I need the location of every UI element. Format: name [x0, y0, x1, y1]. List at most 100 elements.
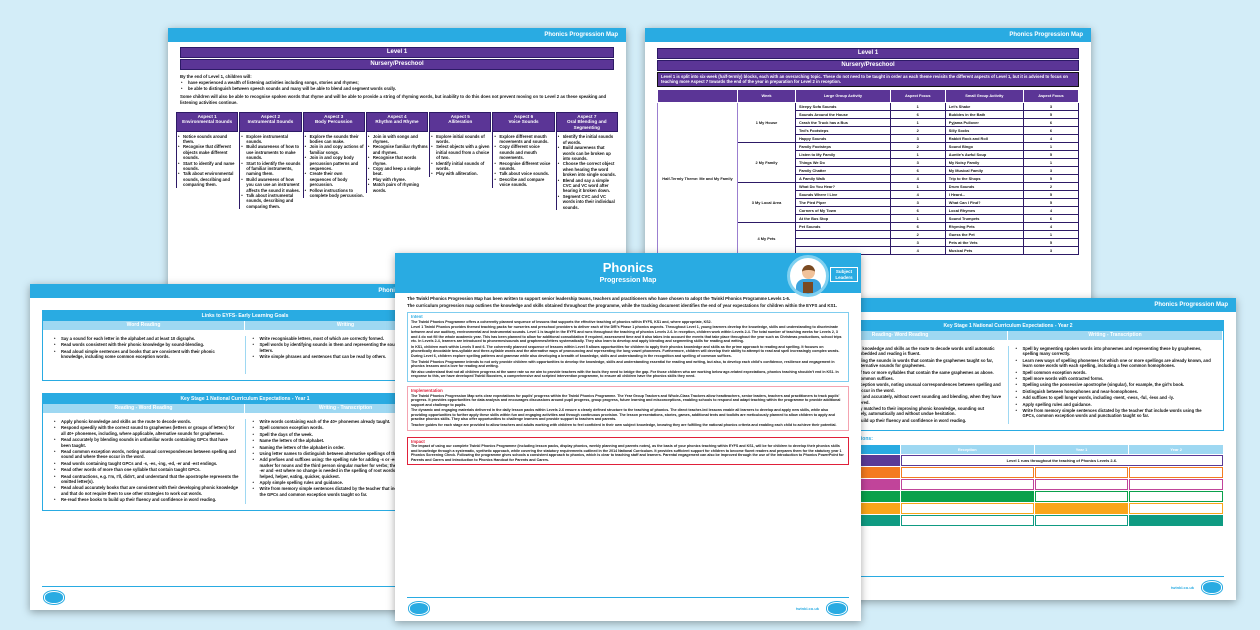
activity-cell: Rhyming Pets: [944, 221, 1024, 231]
expectation-cell: [900, 515, 1034, 527]
activity-cell: Let's Shake: [944, 101, 1024, 111]
list-item: Join in and copy body percussion pattern…: [304, 155, 365, 171]
list-item: Recognise familiar rhythms and rhymes.: [367, 144, 428, 155]
expectation-cell: [1034, 491, 1129, 503]
activity-cell: Things We Do: [795, 157, 891, 167]
list-item: Start to identify and name sounds.: [177, 161, 238, 172]
list-item: Build awareness of how to use instrument…: [240, 144, 301, 160]
activity-cell: Crash the Truck has a Bus: [795, 117, 891, 127]
expectation-cell: [1129, 503, 1223, 515]
activity-cell: 3: [1022, 101, 1080, 111]
aspect-points: Explore instrumental sounds.Build awaren…: [239, 131, 301, 210]
aspect-name: Oral Blending and Segmenting: [567, 119, 607, 130]
eyfs-writing-list: Write recognisable letters, most of whic…: [252, 336, 438, 360]
aspect-points: Notice sounds around them.Recognise that…: [176, 131, 238, 188]
list-item: Learn new ways of spelling phonemes for …: [1015, 358, 1214, 369]
list-item: Spell common exception words.: [252, 425, 438, 431]
activity-cell: 5: [1022, 109, 1080, 119]
footer-url[interactable]: twinkl.co.uk: [796, 606, 819, 611]
column-header: Week: [737, 88, 796, 103]
table-row: Happy Sounds 3 Rabbit Rock and Roll 4: [658, 133, 1080, 143]
list-item: Write words containing each of the 40+ p…: [252, 419, 438, 425]
aspect-title: Aspect 4: [387, 113, 407, 119]
list-item: Name the letters of the alphabet.: [252, 438, 438, 444]
list-item: Read aloud accurately books that are con…: [53, 485, 239, 496]
list-item: Read accurately by blending sounds in un…: [53, 437, 239, 448]
intent-label: Intent: [411, 314, 423, 320]
aspect-name: Environmental Sounds: [182, 119, 233, 125]
list-item: Write from memory simple sentences dicta…: [252, 486, 438, 497]
activity-cell: Family Footsteps: [795, 141, 891, 151]
list-item: Play with alliteration.: [430, 171, 491, 177]
activity-cell: 4: [1022, 221, 1080, 231]
implementation-label: Implementation: [411, 387, 443, 393]
aspect-header: Aspect 2 Instrumental Sounds: [239, 111, 302, 132]
list-item: Apply spelling rules and guidance.: [1015, 402, 1214, 408]
list-item: Apply simple spelling rules and guidance…: [252, 480, 438, 486]
activity-cell: 3: [889, 133, 946, 143]
activity-cell: 3: [889, 197, 946, 207]
activity-cell: 2: [1022, 181, 1080, 191]
activity-cell: 4: [1022, 133, 1080, 143]
intent-box: Intent The Twinkl Phonics Programme offe…: [407, 312, 849, 382]
activity-cell: Pet Sounds: [795, 221, 891, 231]
week-cell: 2 My Family: [737, 141, 796, 183]
year2-writing-list: Spell by segmenting spoken words into ph…: [1015, 346, 1214, 419]
list-item: Explore the sounds their bodies can make…: [304, 134, 365, 145]
list-item: Copy different voice sounds and mouth mo…: [493, 144, 554, 160]
page-cover: Phonics Progression Map Subject Leaders …: [395, 253, 861, 621]
list-item: Say a sound for each letter in the alpha…: [53, 336, 239, 342]
list-item: Naming the letters of the alphabet in or…: [252, 445, 438, 451]
activity-cell: Sound Bingo: [944, 141, 1024, 151]
list-item: Write recognisable letters, most of whic…: [252, 336, 438, 342]
activity-cell: 5: [1022, 173, 1080, 183]
list-item: Talk about instrumental sounds, describi…: [240, 193, 301, 209]
table-row: 3 Pets at the Vets 5: [658, 237, 1080, 247]
year1-reading-header: Reading - Word Reading: [43, 404, 245, 413]
expectation-cell: [1129, 515, 1223, 527]
list-item: Read contractions, e.g. I'm, I'll, didn'…: [53, 474, 239, 485]
list-item: Start to identify the sounds of familiar…: [240, 161, 301, 177]
activity-cell: 3: [889, 237, 946, 247]
activity-cell: 4: [1022, 205, 1080, 215]
note-text: Some children will also be able to recog…: [180, 94, 607, 105]
twinkl-logo-icon: [409, 602, 429, 615]
footer-url[interactable]: twinkl.co.uk: [1171, 585, 1194, 590]
activity-cell: [795, 237, 891, 247]
list-item: Spell more words with contracted forms.: [1015, 376, 1214, 382]
paragraph: The dynamic and engaging materials deliv…: [411, 408, 835, 422]
activity-cell: A Family Walk: [795, 173, 891, 183]
week-cell: 1 My House: [737, 101, 796, 143]
activity-cell: Sound Trumpets: [944, 213, 1024, 223]
list-item: Describe and compare voice sounds.: [493, 177, 554, 188]
aspect-header: Aspect 4 Rhythm and Rhyme: [365, 111, 429, 132]
list-item: Recognise that words rhyme.: [367, 155, 428, 166]
paragraph: Level 1 Twinkl Phonics provides themed t…: [411, 325, 842, 344]
aspect-header: Aspect 3 Body Percussion: [302, 111, 365, 132]
intent-paragraphs: The Twinkl Phonics Programme offers a co…: [411, 320, 845, 379]
list-item: Blend and say a simple CVC and VC word a…: [557, 178, 618, 194]
list-item: Read words consistent with their phonic …: [53, 342, 239, 348]
expectation-cell: [900, 491, 1034, 503]
implementation-paragraphs: The Twinkl Phonics Progression Map sets …: [411, 394, 845, 428]
activity-cell: 1: [889, 181, 946, 191]
page-header: Phonics Progression Map: [645, 28, 1091, 42]
list-item: Explore initial sounds of words.: [430, 134, 491, 145]
expectation-cell: [1129, 467, 1223, 479]
year2-reading-header: Reading- Word Reading: [793, 331, 1008, 340]
list-item: Play with rhyme.: [367, 177, 428, 183]
page-footer: twinkl.co.uk: [407, 597, 849, 615]
list-item: Build awareness that words can be broken…: [557, 145, 618, 161]
list-item: Spell common exception words.: [1015, 370, 1214, 376]
year1-writing-list: Write words containing each of the 40+ p…: [252, 419, 438, 497]
activity-cell: [795, 229, 891, 239]
expectation-cell: [900, 479, 1034, 491]
intro-text-2: The curriculum progression map outlines …: [407, 302, 837, 308]
year2-writing-header: Writing - Transcription: [1008, 331, 1223, 340]
list-item: Distinguish between homophones and near-…: [1015, 389, 1214, 395]
expectation-cell: [900, 503, 1034, 515]
list-item: Identify initial sounds of words.: [430, 161, 491, 172]
activity-cell: What Can I Find?: [944, 197, 1024, 207]
activity-cell: Happy Sounds: [795, 133, 891, 143]
